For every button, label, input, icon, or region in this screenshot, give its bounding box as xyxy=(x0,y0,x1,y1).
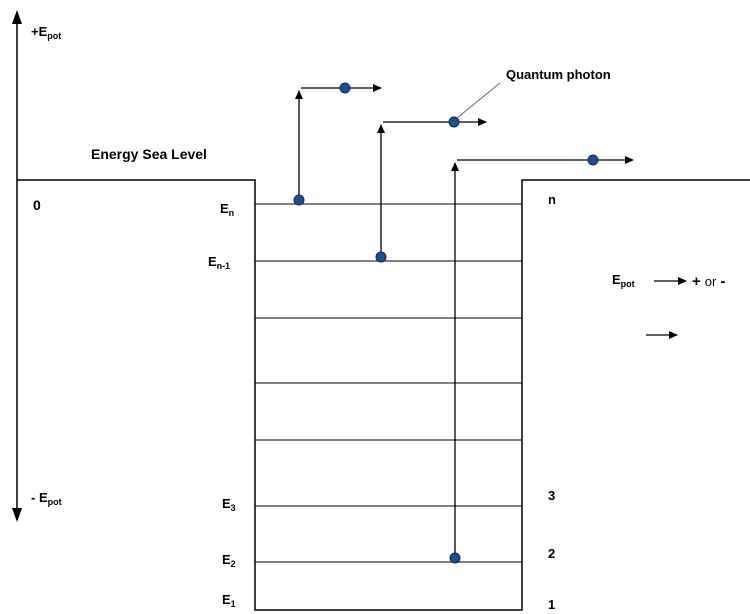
photon-dot xyxy=(339,82,351,94)
level-number-n: n xyxy=(548,192,556,207)
level-number-2: 2 xyxy=(548,546,555,561)
electron-dot xyxy=(449,552,461,564)
electron-dot xyxy=(375,251,387,263)
axis-label-positive: +Epot xyxy=(31,24,61,41)
level-label-e1: E1 xyxy=(222,592,236,609)
energy-levels xyxy=(255,203,522,563)
photon-dot xyxy=(448,116,460,128)
level-label-e3: E3 xyxy=(222,496,236,513)
zero-label: 0 xyxy=(33,197,41,213)
axis-arrow-up-icon xyxy=(12,10,22,24)
potential-well-outline xyxy=(17,179,750,611)
legend-epot-label: Epot xyxy=(612,272,635,289)
quantum-photon-label: Quantum photon xyxy=(506,67,611,82)
quantum-photon-callout-line xyxy=(456,82,501,119)
level-label-en: En xyxy=(220,201,234,218)
legend-sign-text: + or - xyxy=(692,273,725,290)
energy-axis xyxy=(12,10,22,522)
legend: Epot + or - xyxy=(612,272,725,339)
level-number-3: 3 xyxy=(548,488,555,503)
level-number-1: 1 xyxy=(548,597,555,612)
axis-arrow-down-icon xyxy=(12,508,22,522)
axis-label-negative: - Epot xyxy=(31,490,62,507)
electron-dot xyxy=(293,194,305,206)
level-label-e2: E2 xyxy=(222,552,236,569)
excitation-path-1 xyxy=(293,82,382,206)
excitation-path-3 xyxy=(449,154,634,564)
photon-dot xyxy=(587,154,599,166)
level-label-en-1: En-1 xyxy=(208,254,230,271)
sea-level-label: Energy Sea Level xyxy=(91,146,207,162)
excitation-path-2 xyxy=(375,116,487,263)
